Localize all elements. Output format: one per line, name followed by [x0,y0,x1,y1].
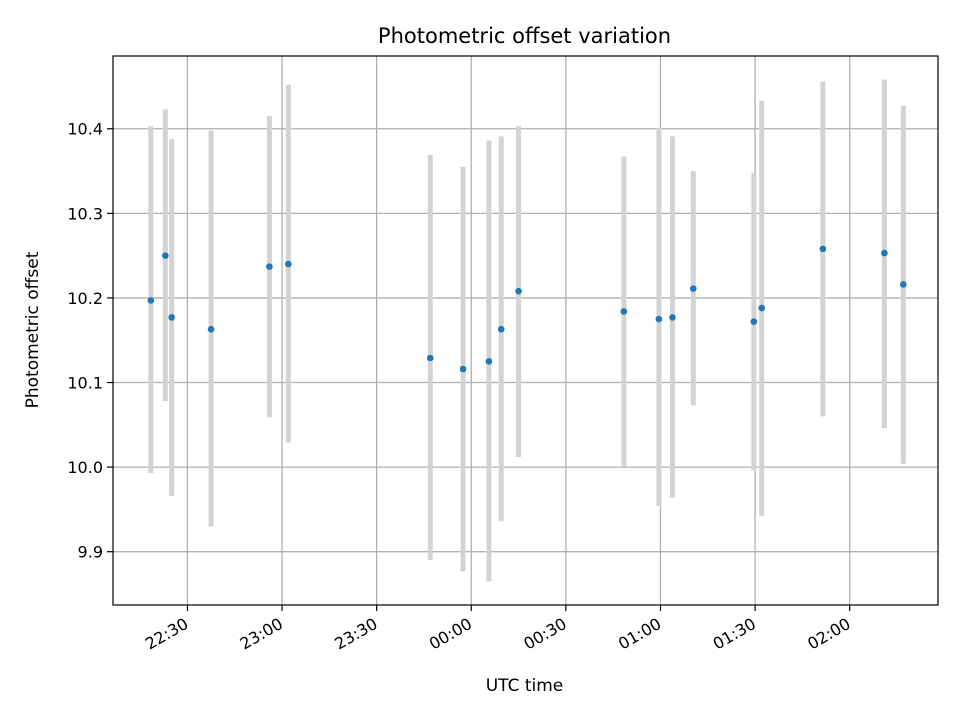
data-point [168,314,175,321]
data-point [900,281,907,288]
y-axis-ticks: 9.9 10.0 10.1 10.2 10.3 10.4 [67,120,113,562]
x-axis-label: UTC time [486,676,564,696]
data-point [459,365,467,373]
data-point [689,285,697,292]
data-point [266,263,273,270]
data-point [819,245,827,253]
x-tick-label: 00:30 [520,614,569,654]
data-point [147,297,155,304]
data-point [285,260,292,268]
y-tick-label: 10.1 [67,374,103,393]
data-point [620,308,628,315]
error-bars [148,79,906,582]
x-axis-ticks: 22:30 23:00 23:30 00:00 00:30 01:00 01:30 02:00 [142,605,854,654]
data-point [515,287,522,295]
data-point [750,318,758,325]
data-point [758,304,766,312]
x-tick-label: 22:30 [142,614,191,654]
data-point [655,315,663,323]
data-point [207,325,215,333]
data-point [669,314,676,321]
chart-title: Photometric offset variation [378,24,671,48]
data-point [162,252,169,259]
x-tick-label: 23:00 [237,614,286,654]
x-tick-label: 00:00 [426,614,475,654]
data-point [426,354,434,362]
x-tick-label: 01:00 [615,614,664,654]
data-point [497,325,505,333]
x-tick-label: 02:00 [804,614,853,654]
grid-lines [113,56,938,605]
y-tick-label: 10.2 [67,289,103,308]
y-tick-label: 10.4 [67,120,103,139]
x-tick-label: 23:30 [331,614,380,654]
y-tick-label: 9.9 [78,543,103,562]
data-point [485,358,493,365]
plot-frame [112,55,939,606]
x-tick-label: 01:30 [710,614,759,654]
y-axis-label: Photometric offset [23,251,43,408]
data-point [881,249,888,257]
y-tick-label: 10.3 [67,204,103,223]
y-tick-label: 10.0 [67,458,103,477]
data-points [147,245,907,373]
